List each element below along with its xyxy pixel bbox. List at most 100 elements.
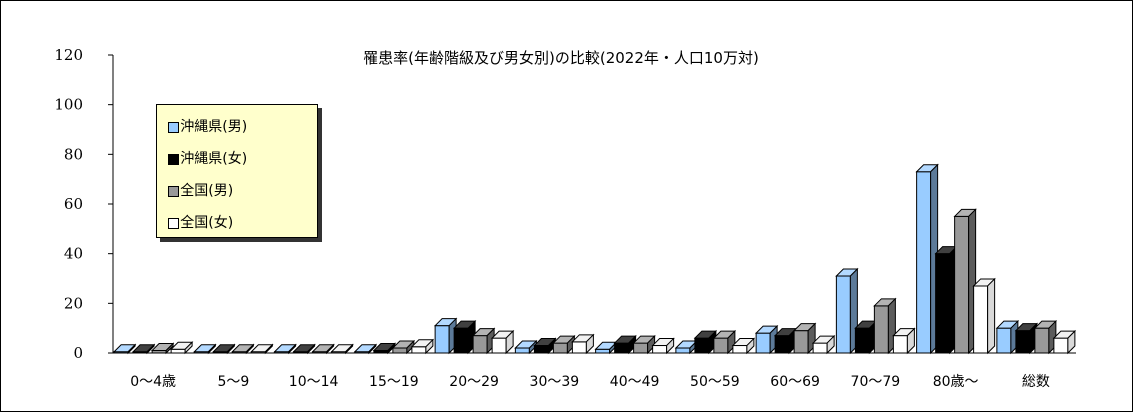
bar-side [666,337,675,355]
bar-front [392,347,408,354]
bar-side [1067,329,1076,355]
bar [571,333,595,355]
legend-label: ■沖縄県(女) [167,151,248,167]
bar [594,341,618,355]
x-tick-label: 30～39 [530,374,580,390]
bar [811,334,836,355]
x-tick-label: 15～19 [369,374,419,390]
chart-title: 罹患率(年齢階級及び男女別)の比較(2022年・人口10万対) [363,49,759,67]
bar-front [514,347,530,354]
bar-front [434,325,450,354]
legend-swatch [168,218,179,229]
legend-label: ■沖縄県(男) [167,119,248,135]
legend: ■沖縄県(男) ■沖縄県(女) ■全国(男) □全国(女) [156,104,318,238]
bar [292,343,316,355]
bar [231,343,255,355]
bar-front [954,215,970,354]
bar [330,343,354,355]
y-tick-label: 100 [54,96,83,114]
bar [934,245,958,355]
bar [391,339,416,355]
bar [854,319,878,355]
bar [835,267,859,355]
bar [972,277,996,355]
bar-front [533,345,549,354]
bar-front [755,332,771,354]
bar-side [345,343,354,355]
bar [193,343,217,355]
y-tick-label: 0 [73,344,83,362]
bar-front [595,348,611,354]
legend-item: ■沖縄県(男) [167,118,247,136]
y-tick-label: 60 [64,195,83,213]
x-tick-label: 10～14 [289,374,339,390]
bar-front [1034,327,1050,354]
bar-front [170,348,186,354]
bar-front [571,341,587,354]
bar-front [793,330,809,354]
bar-side [505,329,514,355]
bar-side [288,343,297,355]
bar-front [713,337,729,354]
legend-swatch [168,154,179,165]
x-tick-label: 総数 [1022,374,1050,390]
bar-front [694,337,710,354]
bar-side [826,334,835,355]
x-axis: 0～4歳 5～9 10～14 15～19 20～29 30～39 40～49 50～59 60～… [113,352,1076,390]
bar-side [425,338,434,355]
bar-side [906,327,915,355]
bar-side [746,337,755,355]
bar [1052,329,1077,355]
bar [273,343,297,355]
y-axis: 0 20 40 60 80 100 120 [54,46,114,362]
bar [533,337,557,355]
bars [112,163,1077,355]
bar-front [973,285,989,354]
bar-front [732,345,748,354]
bar-front [453,327,469,354]
bar [490,329,515,355]
bar-side [326,343,335,355]
x-tick-label: 20～29 [449,374,499,390]
bar [712,329,737,355]
bar-side [165,342,174,355]
bar-side [585,333,594,355]
y-tick-label: 80 [64,145,83,163]
bar-front [1015,330,1031,354]
bar-front [892,335,908,354]
legend-label: ■全国(男) [167,183,234,199]
bar-front [812,342,828,354]
bar [674,339,699,355]
bar [169,341,194,355]
x-tick-label: 50～59 [690,374,740,390]
bar [410,338,435,355]
bar [471,327,496,355]
bar-front [1053,337,1069,354]
bar-front [633,342,649,354]
bar [754,324,779,355]
bar-side [264,343,273,355]
bar-front [935,253,951,354]
bar [372,342,397,355]
x-tick-label: 70～79 [851,374,901,390]
bar-side [307,343,316,355]
legend-label: □全国(女) [167,215,234,231]
bar [353,343,378,355]
bar-front [652,345,668,354]
bar-side [207,343,216,355]
bar [873,297,897,355]
bar-side [987,277,996,355]
bar [632,334,656,355]
bar [1033,319,1058,355]
bar-front [614,342,630,354]
bar-side [184,341,193,355]
y-tick-label: 40 [64,245,83,263]
bar [250,343,274,355]
bar [311,343,335,355]
bar-front [996,327,1012,354]
bar-front [552,342,568,354]
bar-front [873,305,889,354]
bar [731,337,756,355]
